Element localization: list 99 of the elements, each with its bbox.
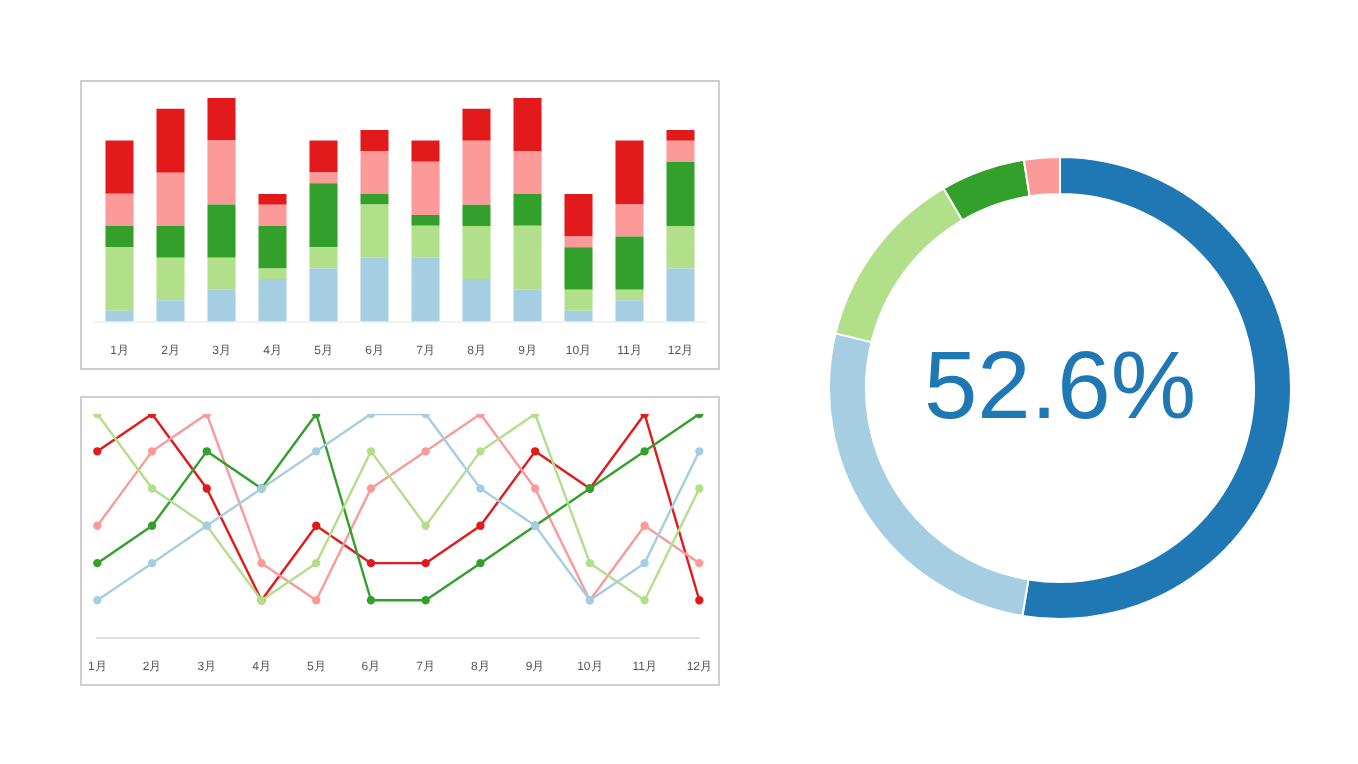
bar xyxy=(462,204,491,226)
bar xyxy=(513,151,542,194)
bar xyxy=(360,151,389,194)
bar xyxy=(156,257,185,301)
point xyxy=(366,447,376,456)
bar xyxy=(105,310,134,322)
point xyxy=(366,558,376,568)
bar xyxy=(462,108,491,141)
bar xyxy=(156,225,185,258)
bar xyxy=(666,161,695,226)
point xyxy=(93,447,102,456)
bar xyxy=(105,140,134,194)
point xyxy=(476,447,485,456)
bar xyxy=(513,289,542,322)
bar xyxy=(156,172,185,226)
bar xyxy=(666,129,695,141)
point xyxy=(640,558,649,568)
bar xyxy=(666,268,695,322)
point xyxy=(202,447,211,456)
bar xyxy=(615,300,644,322)
bar xyxy=(156,108,185,173)
bar xyxy=(513,225,542,290)
point xyxy=(530,484,540,493)
bar xyxy=(105,193,134,226)
bar xyxy=(207,140,236,205)
point xyxy=(312,447,321,456)
bar xyxy=(258,193,287,205)
bar xyxy=(564,289,593,311)
bar xyxy=(564,310,593,322)
bar xyxy=(105,246,134,311)
bar xyxy=(513,98,542,152)
point xyxy=(640,596,649,605)
bar xyxy=(615,289,644,301)
bar xyxy=(207,257,236,290)
point xyxy=(695,558,704,568)
bar xyxy=(462,140,491,205)
point xyxy=(695,447,704,456)
bar xyxy=(615,236,644,290)
bar xyxy=(207,204,236,258)
point xyxy=(695,484,704,493)
bar xyxy=(615,140,644,205)
point xyxy=(366,484,376,493)
bar xyxy=(462,279,491,322)
bar xyxy=(666,225,695,269)
bar xyxy=(156,300,185,322)
bar xyxy=(411,161,440,215)
bar xyxy=(615,204,644,237)
bar xyxy=(462,225,491,280)
bar xyxy=(666,140,695,162)
bar xyxy=(207,289,236,322)
bar xyxy=(564,236,593,248)
point xyxy=(147,447,157,456)
bar xyxy=(258,268,287,280)
bar xyxy=(309,172,338,184)
point xyxy=(421,521,430,530)
bar xyxy=(309,140,338,173)
point xyxy=(695,596,704,605)
point xyxy=(147,521,157,530)
point xyxy=(476,484,485,493)
bar xyxy=(411,214,440,226)
point xyxy=(421,596,430,605)
bar xyxy=(411,140,440,162)
bar xyxy=(360,129,389,152)
bar xyxy=(309,268,338,322)
point xyxy=(202,484,211,493)
point xyxy=(421,447,430,456)
bar xyxy=(513,193,542,226)
point xyxy=(640,521,649,530)
point xyxy=(640,447,649,456)
point xyxy=(421,558,430,568)
point xyxy=(147,558,157,568)
point xyxy=(476,558,485,568)
bar xyxy=(258,225,287,269)
point xyxy=(93,558,102,568)
bar xyxy=(564,247,593,290)
point xyxy=(93,521,102,530)
bar xyxy=(360,193,389,205)
point xyxy=(312,596,321,605)
point xyxy=(312,521,321,530)
point xyxy=(93,596,102,605)
bar xyxy=(258,279,287,322)
point xyxy=(366,596,376,605)
point xyxy=(530,447,540,456)
point xyxy=(257,558,266,568)
point xyxy=(147,484,157,493)
bar xyxy=(309,247,338,269)
bar xyxy=(258,204,287,226)
bar xyxy=(105,225,134,247)
bar xyxy=(207,98,236,141)
bar xyxy=(411,225,440,258)
bar xyxy=(360,257,389,322)
bar xyxy=(309,183,338,248)
bar xyxy=(411,257,440,322)
text: 52.6% xyxy=(923,334,1197,441)
bar xyxy=(360,204,389,258)
point xyxy=(585,558,595,568)
point xyxy=(312,558,321,568)
bar xyxy=(564,193,593,237)
point xyxy=(476,521,485,530)
